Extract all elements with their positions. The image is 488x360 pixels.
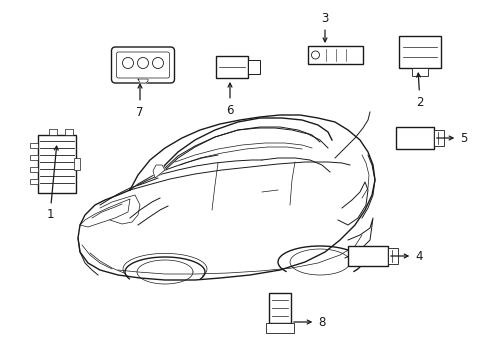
Text: 7: 7 [136,84,143,118]
Text: 6: 6 [226,83,233,117]
Bar [307,46,362,64]
Bar [216,56,247,78]
Bar [38,135,76,193]
FancyBboxPatch shape [111,47,174,83]
Text: 4: 4 [390,249,422,262]
Circle shape [311,51,319,59]
Bar [411,68,427,76]
Polygon shape [153,165,164,178]
Bar [65,129,73,135]
Bar [30,179,38,184]
Text: 5: 5 [436,131,467,144]
Bar [49,129,57,135]
Text: 3: 3 [321,12,328,42]
Bar [395,127,433,149]
Bar [387,248,397,264]
Bar [268,293,290,323]
Bar [30,167,38,172]
Bar [30,155,38,160]
Bar [247,60,260,74]
Bar [433,130,443,146]
Text: 1: 1 [46,146,58,221]
Bar [347,246,387,266]
Polygon shape [138,79,148,83]
Bar [265,323,293,333]
Text: 8: 8 [293,315,325,328]
Bar [30,143,38,148]
Bar [398,36,440,68]
Text: 2: 2 [415,73,423,108]
Bar [74,158,80,170]
